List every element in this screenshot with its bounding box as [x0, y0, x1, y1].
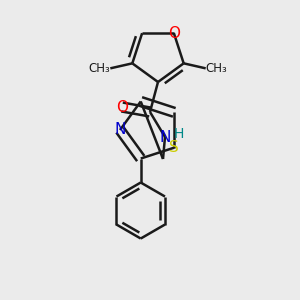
- Text: CH₃: CH₃: [88, 62, 110, 75]
- Text: CH₃: CH₃: [206, 62, 227, 75]
- Text: O: O: [116, 100, 128, 115]
- Text: S: S: [169, 140, 179, 155]
- Text: H: H: [174, 127, 184, 141]
- Text: N: N: [159, 130, 171, 145]
- Text: O: O: [168, 26, 180, 41]
- Text: N: N: [114, 122, 126, 137]
